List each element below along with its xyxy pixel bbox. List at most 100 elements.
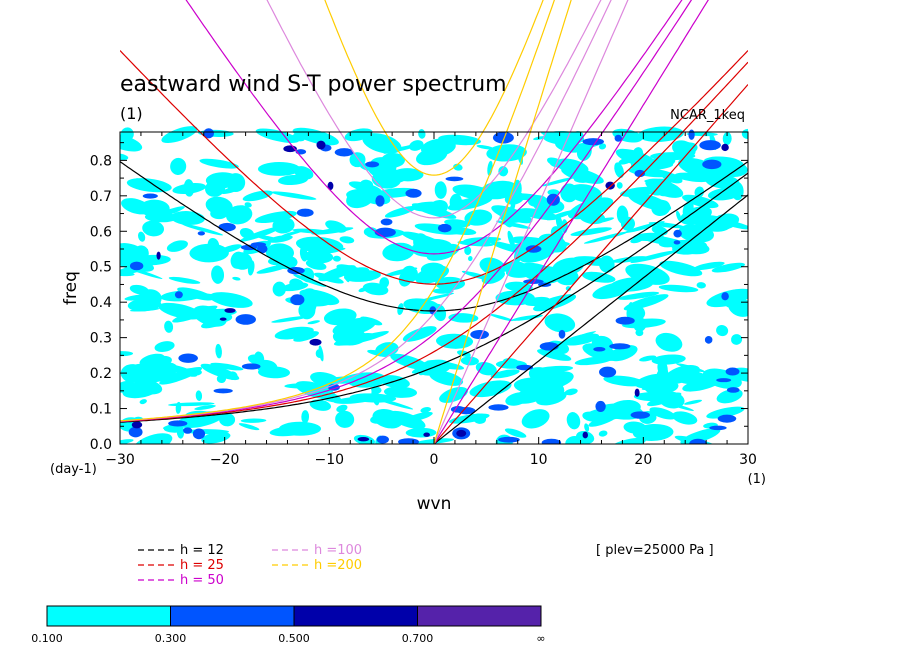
contour-blob	[566, 412, 581, 430]
contour-blob	[257, 366, 291, 379]
contour-blob	[674, 142, 698, 156]
contour-blob	[540, 131, 580, 146]
contour-blob	[332, 255, 341, 262]
contour-blob-mid	[256, 244, 268, 254]
contour-blob	[369, 157, 397, 175]
contour-blob	[342, 331, 389, 346]
legend-label: h =200	[314, 558, 362, 573]
contour-blob	[618, 156, 634, 165]
plev-label: [ plev=25000 Pa ]	[596, 543, 714, 558]
contour-blob-mid	[615, 316, 635, 325]
contour-blob	[657, 360, 668, 377]
contour-blob	[172, 305, 218, 323]
contour-blob	[420, 262, 446, 277]
contour-blob	[696, 282, 706, 289]
contour-blob	[120, 351, 134, 357]
contour-blob	[676, 210, 682, 222]
contour-blob	[301, 410, 310, 424]
contour-blob	[238, 423, 260, 431]
contour-blob	[210, 362, 244, 371]
contour-blob	[154, 341, 175, 352]
contour-blob	[225, 205, 253, 225]
contour-blob	[533, 136, 546, 141]
contour-blob	[487, 160, 493, 176]
contour-blob	[120, 439, 134, 444]
x-tick-label: 0	[430, 452, 439, 468]
contour-blob	[227, 371, 238, 381]
contour-blob	[476, 145, 494, 150]
contour-blob	[426, 360, 465, 370]
colorbar-label: ∞	[536, 632, 545, 645]
contour-blob-mid	[376, 435, 389, 444]
contour-blob	[639, 355, 657, 362]
contour-blob	[656, 184, 671, 197]
contour-blob	[472, 413, 487, 424]
contour-blob	[444, 219, 471, 228]
contour-blob-mid	[405, 188, 422, 198]
contour-blob	[247, 354, 265, 365]
contour-blob	[309, 300, 317, 318]
contour-blob-mid	[688, 129, 695, 140]
legend-label: h =100	[314, 543, 362, 558]
contour-blob	[360, 316, 383, 326]
contour-blob-high	[156, 251, 161, 260]
contour-blob-high	[634, 388, 640, 397]
mrg-curve	[120, 0, 693, 422]
contour-blob	[272, 217, 295, 234]
contour-blob-mid	[702, 159, 722, 170]
colorbar-label: 0.700	[402, 632, 434, 645]
contour-blob	[469, 380, 512, 398]
model-label: NCAR_1keq	[670, 108, 745, 123]
contour-blob-mid	[709, 425, 727, 431]
kelvin-curve	[433, 0, 629, 444]
contour-blob	[585, 406, 631, 421]
x-tick-label: 10	[530, 452, 548, 468]
contour-blob-mid	[241, 363, 261, 370]
contour-blob	[164, 320, 174, 333]
contour-blob	[156, 206, 185, 217]
contour-blob	[489, 313, 513, 322]
contour-blob	[181, 223, 223, 236]
contour-blob	[309, 399, 332, 411]
contour-blob-mid	[689, 438, 707, 444]
contour-blob-mid	[717, 414, 737, 423]
contour-blob	[299, 246, 308, 262]
y-tick-label: 0.2	[90, 366, 112, 382]
contour-blob	[254, 210, 297, 224]
contour-blob-mid	[235, 314, 256, 325]
contour-blob	[384, 206, 417, 218]
contour-blob	[718, 219, 748, 230]
contour-blob	[535, 390, 567, 406]
contour-blob	[348, 181, 382, 194]
contour-blob	[232, 276, 241, 281]
contour-blob	[142, 220, 165, 237]
contour-blob-mid	[498, 436, 520, 443]
contour-blob	[323, 308, 357, 326]
x-tick-label: −30	[105, 452, 135, 468]
contour-blob	[674, 172, 711, 183]
contour-blob	[255, 128, 300, 143]
contour-blob	[336, 372, 372, 384]
contour-blob	[411, 201, 447, 212]
contour-blob-mid	[334, 148, 354, 157]
contour-blob	[510, 236, 542, 246]
contour-blob	[336, 404, 348, 413]
contour-blob	[649, 407, 676, 420]
contour-blob-mid	[673, 229, 682, 238]
contour-blob	[404, 411, 433, 423]
contour-blob	[209, 292, 253, 308]
contour-blob	[730, 334, 743, 345]
contour-blob-high	[219, 317, 227, 321]
contour-blob-mid	[178, 353, 198, 363]
colorbar-label: 0.500	[278, 632, 310, 645]
contour-blob	[325, 220, 347, 233]
contour-blob-mid	[525, 245, 542, 253]
contour-blob-high	[605, 181, 615, 190]
contour-blob	[271, 315, 309, 323]
contour-blob	[682, 194, 719, 209]
contour-blob	[630, 236, 644, 244]
contour-blob	[690, 372, 707, 386]
contour-blob	[299, 289, 340, 306]
contour-peak-core	[456, 429, 467, 437]
